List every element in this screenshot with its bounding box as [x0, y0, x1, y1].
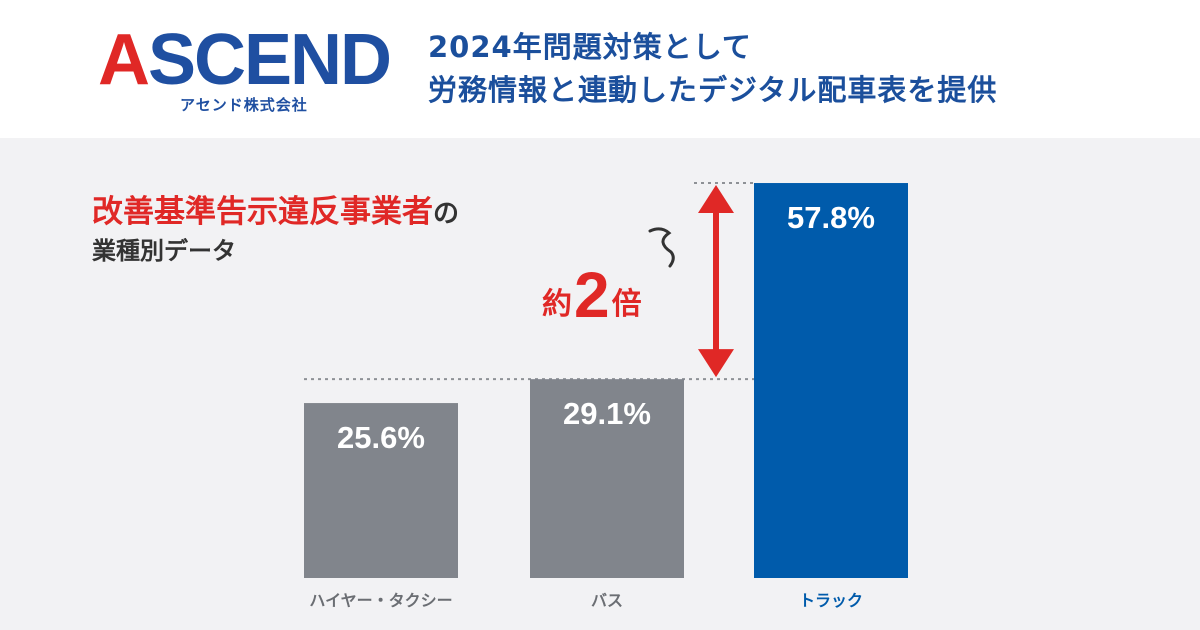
category-label-2: バス: [591, 591, 623, 610]
headline-line-1: 2024年問題対策として: [428, 30, 752, 64]
chart-title-suffix: の: [433, 199, 460, 229]
category-label-3: トラック: [799, 591, 863, 610]
chart-title: 改善基準告示違反事業者の: [92, 186, 459, 231]
bar-3: [754, 183, 908, 579]
emphasis-squiggle: [648, 227, 675, 268]
header-band: ASCEND アセンド株式会社 2024年問題対策として 労務情報と連動したデジ…: [0, 0, 1200, 138]
logo-wordmark: ASCEND: [98, 20, 392, 100]
ratio-number: 2: [574, 259, 610, 331]
bar-value-label-3: 57.8%: [787, 200, 875, 235]
chart-title-highlight: 改善基準告示違反事業者: [92, 194, 433, 230]
bar-value-label-1: 25.6%: [337, 420, 425, 455]
category-label-1: ハイヤー・タクシー: [309, 591, 452, 610]
ratio-prefix: 約: [542, 287, 572, 322]
ascend-logo: ASCEND アセンド株式会社: [98, 24, 398, 118]
ratio-annotation: 約 2 倍: [542, 263, 642, 327]
bar-1: [304, 403, 458, 578]
logo-company-name: アセンド株式会社: [180, 96, 308, 114]
ratio-suffix: 倍: [611, 287, 642, 322]
bar-value-label-2: 29.1%: [563, 396, 651, 431]
ratio-arrow-head-up: [698, 185, 734, 214]
bar-2: [530, 379, 684, 578]
ratio-arrow-head-down: [698, 349, 734, 378]
headline: 2024年問題対策として 労務情報と連動したデジタル配車表を提供: [428, 26, 997, 112]
headline-line-2: 労務情報と連動したデジタル配車表を提供: [428, 73, 998, 107]
chart-subtitle: 業種別データ: [92, 237, 236, 265]
